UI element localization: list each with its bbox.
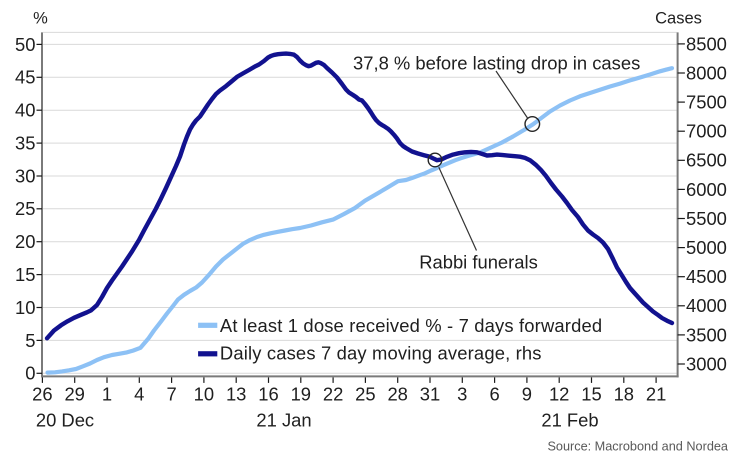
svg-text:13: 13 xyxy=(226,384,246,405)
svg-text:3500: 3500 xyxy=(686,324,727,345)
svg-text:Daily cases 7 day moving avera: Daily cases 7 day moving average, rhs xyxy=(220,343,542,364)
svg-text:16: 16 xyxy=(258,384,278,405)
svg-text:15: 15 xyxy=(581,384,601,405)
svg-text:40: 40 xyxy=(15,100,35,121)
svg-text:45: 45 xyxy=(15,67,35,88)
svg-text:22: 22 xyxy=(323,384,343,405)
svg-text:Cases: Cases xyxy=(655,10,702,28)
svg-text:29: 29 xyxy=(64,384,84,405)
svg-text:26: 26 xyxy=(32,384,52,405)
svg-text:20: 20 xyxy=(15,231,35,252)
svg-text:30: 30 xyxy=(15,165,35,186)
svg-text:%: % xyxy=(33,10,48,28)
svg-text:7500: 7500 xyxy=(686,92,727,113)
svg-text:1: 1 xyxy=(102,384,112,405)
svg-text:6: 6 xyxy=(489,384,499,405)
svg-text:12: 12 xyxy=(549,384,569,405)
svg-text:21: 21 xyxy=(646,384,666,405)
svg-text:5000: 5000 xyxy=(686,237,727,258)
svg-text:35: 35 xyxy=(15,133,35,154)
svg-text:8500: 8500 xyxy=(686,33,727,54)
svg-text:3000: 3000 xyxy=(686,353,727,374)
svg-text:At least 1 dose received % - 7: At least 1 dose received % - 7 days forw… xyxy=(220,315,602,336)
svg-text:5: 5 xyxy=(25,330,35,351)
svg-text:4: 4 xyxy=(134,384,144,405)
svg-text:8000: 8000 xyxy=(686,62,727,83)
svg-text:10: 10 xyxy=(194,384,214,405)
svg-text:5500: 5500 xyxy=(686,208,727,229)
svg-text:Rabbi funerals: Rabbi funerals xyxy=(419,252,538,273)
svg-text:18: 18 xyxy=(614,384,634,405)
svg-text:37,8 % before lasting drop in: 37,8 % before lasting drop in cases xyxy=(353,53,640,74)
svg-text:Source: Macrobond and Nordea: Source: Macrobond and Nordea xyxy=(547,439,728,453)
svg-text:31: 31 xyxy=(420,384,440,405)
svg-text:6000: 6000 xyxy=(686,179,727,200)
svg-text:9: 9 xyxy=(522,384,532,405)
svg-text:19: 19 xyxy=(291,384,311,405)
svg-text:21 Jan: 21 Jan xyxy=(256,410,311,431)
svg-text:4500: 4500 xyxy=(686,266,727,287)
svg-text:15: 15 xyxy=(15,264,35,285)
svg-text:50: 50 xyxy=(15,34,35,55)
svg-text:21 Feb: 21 Feb xyxy=(541,410,598,431)
svg-text:7000: 7000 xyxy=(686,121,727,142)
svg-text:20 Dec: 20 Dec xyxy=(36,410,94,431)
svg-text:25: 25 xyxy=(355,384,375,405)
svg-text:3: 3 xyxy=(457,384,467,405)
svg-text:0: 0 xyxy=(25,363,35,384)
svg-text:6500: 6500 xyxy=(686,150,727,171)
svg-text:4000: 4000 xyxy=(686,295,727,316)
svg-text:25: 25 xyxy=(15,198,35,219)
svg-text:7: 7 xyxy=(166,384,176,405)
svg-text:28: 28 xyxy=(387,384,407,405)
svg-text:10: 10 xyxy=(15,297,35,318)
